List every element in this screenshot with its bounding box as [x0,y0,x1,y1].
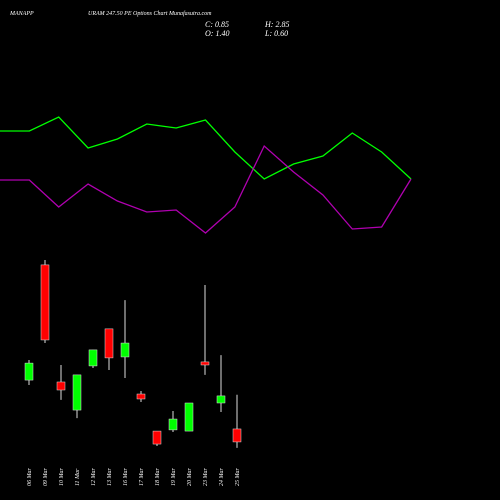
candle-body [168,418,178,431]
x-tick-label: 13 Mar [107,468,113,486]
candle-body [136,393,146,400]
x-tick-label: 16 Mar [123,468,129,486]
x-tick-label: 24 Mar [218,468,225,486]
x-tick-label: 10 Mar [59,468,65,486]
title-left: MANAPP [9,11,34,17]
x-tick-label: 18 Mar [155,468,161,486]
high-summary: H: 2.85 [264,20,289,29]
title-right: URAM 247.50 PE Options Chart Munafasutra… [88,10,212,17]
candle-body [104,328,114,359]
candle-body [40,264,50,341]
x-tick-label: 19 Mar [171,468,177,486]
open-summary: O: 1.40 [205,29,229,38]
x-tick-label: 11 Mar [75,468,81,486]
candle-body [152,430,162,445]
candle-body [88,349,98,367]
candle-body [24,362,34,381]
x-tick-label: 25 Mar [235,468,241,486]
indicator-line [0,116,412,180]
candle-body [232,428,242,443]
x-tick-label: 12 Mar [91,468,97,486]
x-tick-label: 09 Mar [43,468,49,486]
x-tick-label: 06 Mar [27,468,33,486]
indicator-line [0,144,412,234]
close-summary: C: 0.85 [205,20,229,29]
candle-body [56,381,66,391]
candle-body [72,374,82,411]
x-tick-label: 23 Mar [203,468,209,486]
x-tick-label: 17 Mar [139,468,145,486]
candle-body [120,342,130,358]
candle-body [200,361,210,366]
x-tick-label: 20 Mar [187,468,193,486]
low-summary: L: 0.60 [264,29,288,38]
candle-body [216,395,226,404]
candle-body [184,402,194,432]
